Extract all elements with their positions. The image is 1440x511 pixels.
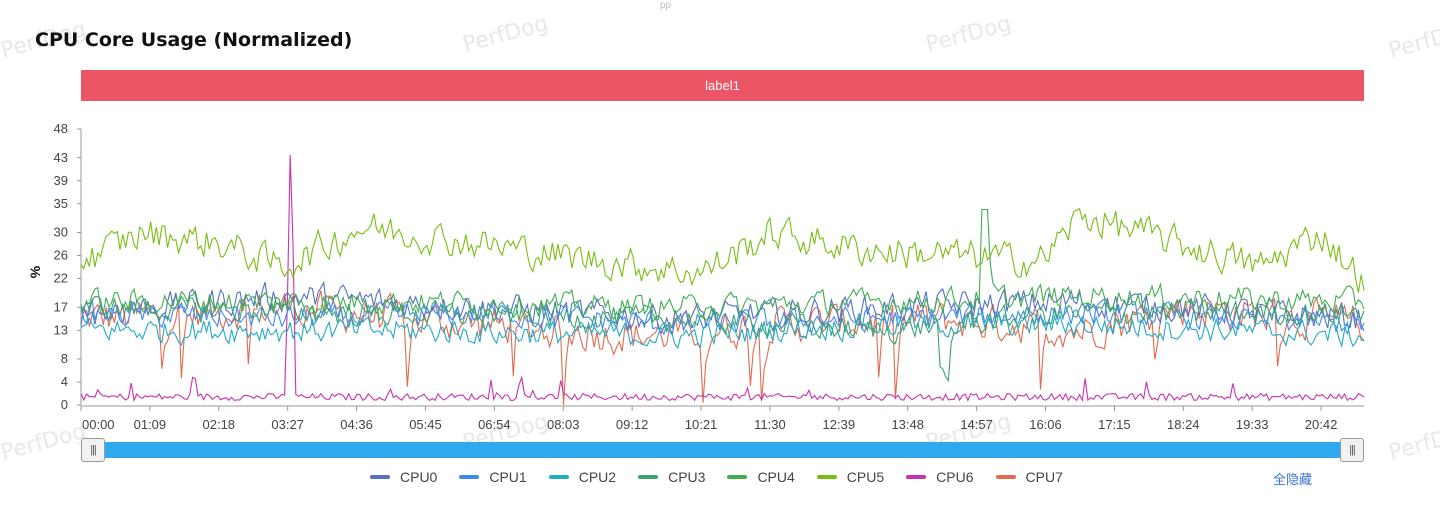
legend-item-cpu2[interactable]: CPU2 xyxy=(548,468,617,486)
legend-swatch xyxy=(459,475,480,479)
legend-label: CPU6 xyxy=(936,469,974,485)
legend-item-cpu1[interactable]: CPU1 xyxy=(459,468,527,486)
x-tick-label: 06:54 xyxy=(478,417,511,432)
y-tick-label: 39 xyxy=(54,173,68,188)
y-tick-label: 30 xyxy=(54,225,68,240)
y-tick-label: 4 xyxy=(61,374,68,389)
y-tick-label: 0 xyxy=(61,397,68,412)
x-tick-label: 09:12 xyxy=(616,417,649,432)
legend-item-cpu5[interactable]: CPU5 xyxy=(816,468,885,486)
zoom-slider-range[interactable] xyxy=(93,442,1352,458)
series-line-cpu2 xyxy=(80,309,1365,350)
series-line-cpu1 xyxy=(80,297,1365,336)
chart-title: CPU Core Usage (Normalized) xyxy=(35,29,353,51)
y-tick-label: 17 xyxy=(54,299,68,314)
top-mark: pp xyxy=(660,0,672,11)
series-line-cpu4 xyxy=(80,208,1365,321)
y-tick-label: 43 xyxy=(54,150,68,165)
x-tick-label: 12:39 xyxy=(823,417,856,432)
y-tick-label: 22 xyxy=(54,271,68,286)
zoom-slider[interactable]: ||| ||| xyxy=(81,438,1364,462)
x-tick-label: 16:06 xyxy=(1029,417,1062,432)
legend-swatch xyxy=(995,475,1016,479)
series-line-cpu3 xyxy=(80,295,1365,382)
zoom-slider-left-handle[interactable]: ||| xyxy=(81,438,105,462)
legend-label: CPU3 xyxy=(668,469,706,485)
y-tick-label: 35 xyxy=(54,196,68,211)
x-tick-label: 11:30 xyxy=(754,417,786,432)
legend-label: CPU7 xyxy=(1025,469,1063,485)
x-tick-label: 19:33 xyxy=(1236,417,1269,432)
x-tick-label: 00:00 xyxy=(82,417,115,432)
x-tick-label: 08:03 xyxy=(547,417,580,432)
hide-all-link[interactable]: 全隐藏 xyxy=(1273,472,1313,487)
legend-swatch xyxy=(548,475,569,479)
legend-item-cpu3[interactable]: CPU3 xyxy=(638,468,705,486)
y-tick-label: 48 xyxy=(54,121,68,136)
series-line-cpu6 xyxy=(80,154,1365,403)
legend-label: CPU4 xyxy=(757,469,795,485)
legend-item-cpu4[interactable]: CPU4 xyxy=(727,468,795,486)
x-tick-label: 14:57 xyxy=(960,417,993,432)
legend-item-cpu6[interactable]: CPU6 xyxy=(906,468,974,486)
zoom-slider-right-handle[interactable]: ||| xyxy=(1340,438,1364,462)
legend-swatch xyxy=(816,475,837,479)
y-tick-label: 8 xyxy=(61,351,68,366)
label-band[interactable]: label1 xyxy=(81,70,1364,101)
x-tick-label: 03:27 xyxy=(271,417,304,432)
x-tick-label: 13:48 xyxy=(891,417,924,432)
x-tick-label: 04:36 xyxy=(340,417,373,432)
x-tick-label: 20:42 xyxy=(1305,417,1338,432)
x-tick-label: 18:24 xyxy=(1167,417,1200,432)
legend-label: CPU0 xyxy=(400,469,438,485)
legend-swatch xyxy=(906,475,927,479)
legend-item-cpu7[interactable]: CPU7 xyxy=(995,468,1063,486)
legend-label: CPU2 xyxy=(578,469,617,485)
y-tick-label: 26 xyxy=(54,248,68,263)
x-tick-label: 17:15 xyxy=(1098,417,1131,432)
x-tick-label: 02:18 xyxy=(203,417,236,432)
legend-label: CPU5 xyxy=(846,469,885,485)
y-tick-label: 13 xyxy=(54,322,68,337)
legend-swatch xyxy=(727,475,748,479)
label-band-text: label1 xyxy=(705,78,740,93)
x-tick-label: 05:45 xyxy=(409,417,442,432)
legend-item-cpu0[interactable]: CPU0 xyxy=(370,468,437,486)
legend-swatch xyxy=(370,475,390,479)
x-tick-label: 01:09 xyxy=(134,417,167,432)
legend-swatch xyxy=(638,475,659,479)
y-axis-label: % xyxy=(27,265,43,278)
legend: CPU0 CPU1 CPU2 CPU3 CPU4 CPU5 CPU6 CPU7 xyxy=(370,468,1085,486)
series-line-cpu7 xyxy=(80,290,1365,406)
legend-label: CPU1 xyxy=(489,469,527,485)
x-tick-label: 10:21 xyxy=(685,417,718,432)
series-line-cpu5 xyxy=(80,207,1365,293)
